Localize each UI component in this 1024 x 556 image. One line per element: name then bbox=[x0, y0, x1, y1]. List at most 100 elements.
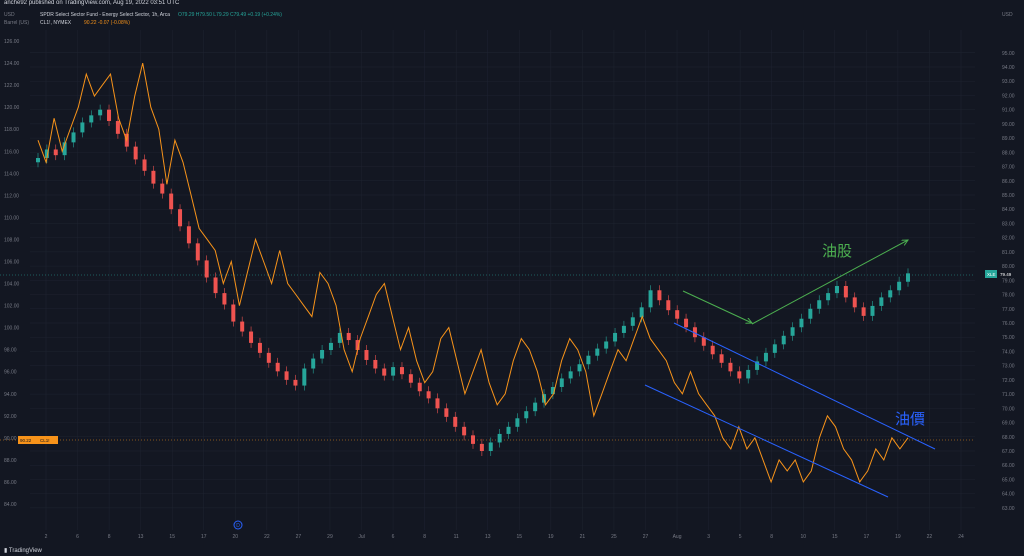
grid bbox=[30, 30, 975, 530]
xle-candle bbox=[391, 367, 396, 376]
x-tick-label: 17 bbox=[201, 534, 207, 540]
channel-upper-line[interactable] bbox=[673, 322, 936, 450]
right-tick-label: 88.00 bbox=[1002, 150, 1015, 156]
xle-candle bbox=[36, 158, 40, 163]
right-tick-label: 79.00 bbox=[1002, 278, 1015, 284]
xle-candle bbox=[488, 442, 493, 451]
left-tick-label: 92.00 bbox=[4, 414, 17, 420]
right-tick-label: 84.00 bbox=[1002, 207, 1015, 213]
right-tick-label: 64.00 bbox=[1002, 492, 1015, 498]
xle-tag-box bbox=[985, 270, 997, 278]
xle-candle bbox=[675, 310, 680, 319]
right-tick-label: 87.00 bbox=[1002, 165, 1015, 171]
xle-candle bbox=[364, 350, 369, 360]
x-tick-label: 15 bbox=[169, 534, 175, 540]
left-unit-2: Barrel (US) bbox=[4, 20, 30, 26]
xle-candle bbox=[311, 358, 316, 369]
xle-candle bbox=[888, 290, 893, 298]
stock-annotation: 油股 bbox=[822, 242, 852, 260]
left-tick-label: 98.00 bbox=[4, 348, 17, 354]
x-tick-label: 22 bbox=[927, 534, 933, 540]
xle-candle bbox=[621, 325, 626, 333]
right-tick-label: 91.00 bbox=[1002, 108, 1015, 114]
legend-xle-name[interactable]: SPDR Select Sector Fund - Energy Select … bbox=[40, 12, 171, 18]
xle-candle bbox=[284, 371, 289, 380]
right-tick-label: 86.00 bbox=[1002, 179, 1015, 185]
tradingview-logo[interactable]: ▮ TradingView bbox=[4, 547, 42, 554]
xle-candle bbox=[763, 352, 768, 362]
xle-candle bbox=[577, 364, 582, 372]
left-tick-label: 90.00 bbox=[4, 436, 17, 442]
xle-candle bbox=[293, 379, 298, 386]
xle-candle bbox=[444, 408, 449, 417]
x-tick-label: 8 bbox=[423, 534, 426, 540]
xle-candle bbox=[639, 307, 644, 318]
xle-candle bbox=[249, 331, 254, 343]
x-tick-label: 8 bbox=[770, 534, 773, 540]
xle-candle bbox=[586, 355, 591, 365]
x-axis: 2 6 8 13 15 17 20 22 27 29 Jul 6 8 11 13 15 19 21 25 27 Aug 3… bbox=[45, 534, 964, 540]
left-tick-label: 126.00 bbox=[4, 39, 20, 45]
right-tick-label: 89.00 bbox=[1002, 136, 1015, 142]
x-tick-label: 10 bbox=[800, 534, 806, 540]
xle-candle bbox=[408, 374, 413, 383]
xle-candle bbox=[524, 411, 529, 419]
stock-down-arrow[interactable] bbox=[682, 290, 752, 323]
legend-oil-name[interactable]: CL1!, NYMEX bbox=[40, 20, 72, 26]
xle-candle bbox=[834, 286, 839, 294]
left-unit: USD bbox=[4, 12, 15, 18]
right-tick-label: 73.00 bbox=[1002, 364, 1015, 370]
left-tick-label: 96.00 bbox=[4, 370, 17, 376]
x-tick-label: 2 bbox=[45, 534, 48, 540]
channel-lower-line[interactable] bbox=[644, 384, 889, 498]
xle-candle bbox=[373, 359, 378, 369]
xle-candle bbox=[80, 122, 85, 133]
xle-candle bbox=[275, 362, 280, 372]
xle-candle bbox=[870, 305, 875, 316]
right-tick-label: 67.00 bbox=[1002, 449, 1015, 455]
legend-xle-values: O79.29 H79.50 L79.29 C79.49 +0.19 (+0.24… bbox=[178, 12, 282, 18]
right-tick-label: 85.00 bbox=[1002, 193, 1015, 199]
left-tick-label: 86.00 bbox=[4, 480, 17, 486]
xle-candle bbox=[222, 293, 227, 305]
right-tick-label: 71.00 bbox=[1002, 392, 1015, 398]
xle-candle bbox=[213, 277, 218, 294]
xle-candle bbox=[852, 297, 857, 308]
x-tick-label: Jul bbox=[358, 534, 364, 540]
xle-candle bbox=[559, 378, 564, 387]
tradingview-logo-icon: ▮ bbox=[4, 548, 9, 554]
right-tick-label: 74.00 bbox=[1002, 349, 1015, 355]
xle-candle bbox=[879, 297, 884, 306]
xle-tag-value: 79.49 bbox=[1000, 272, 1012, 277]
x-tick-label: 20 bbox=[233, 534, 239, 540]
xle-candle bbox=[471, 435, 475, 444]
right-tick-label: 69.00 bbox=[1002, 421, 1015, 427]
left-tick-label: 88.00 bbox=[4, 458, 17, 464]
right-tick-label: 75.00 bbox=[1002, 335, 1015, 341]
xle-candle bbox=[151, 170, 156, 184]
xle-candle bbox=[497, 433, 502, 443]
right-tick-label: 90.00 bbox=[1002, 122, 1015, 128]
stock-up-arrow[interactable] bbox=[751, 240, 908, 325]
xle-candle bbox=[479, 443, 484, 451]
xle-candle bbox=[115, 121, 120, 134]
xle-candle bbox=[728, 362, 733, 372]
xle-candles bbox=[36, 104, 910, 456]
xle-candle bbox=[186, 226, 191, 244]
xle-candle bbox=[515, 418, 520, 427]
right-tick-label: 65.00 bbox=[1002, 477, 1015, 483]
xle-candle bbox=[684, 318, 689, 328]
oil-annotation: 油價 bbox=[895, 410, 925, 428]
left-tick-label: 116.00 bbox=[4, 149, 19, 155]
x-tick-label: 13 bbox=[485, 534, 491, 540]
x-tick-label: 19 bbox=[548, 534, 554, 540]
x-tick-label: 19 bbox=[895, 534, 901, 540]
x-tick-label: 11 bbox=[454, 534, 459, 540]
xle-candle bbox=[550, 386, 555, 395]
right-tick-label: 95.00 bbox=[1002, 51, 1015, 57]
xle-candle bbox=[426, 391, 431, 399]
oil-tag-label: CL1! bbox=[40, 438, 50, 443]
event-marker-icon[interactable] bbox=[233, 520, 243, 530]
